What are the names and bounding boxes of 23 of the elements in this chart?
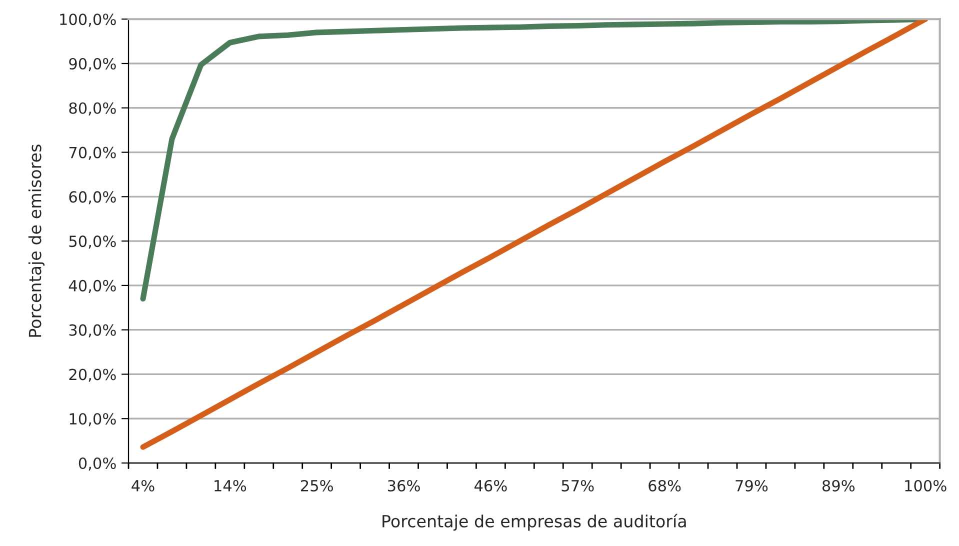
x-tick-label: 57% [562,480,594,492]
y-axis-title: Porcentaje de emisores [28,144,45,337]
x-axis-title: Porcentaje de empresas de auditoría [382,514,686,531]
x-tick-label: 100% [905,480,946,492]
y-tick-label: 0,0% [78,457,116,471]
x-tick-label: 14% [214,480,246,492]
x-tick-label: 89% [822,480,855,492]
x-tick-label: 68% [648,480,681,492]
x-tick-label: 46% [474,480,507,492]
y-tick-label: 10,0% [70,413,116,426]
y-tick-label: 20,0% [69,368,116,382]
x-tick-label: 4% [132,480,154,492]
y-tick-label: 80,0% [69,102,116,116]
y-tick-label: 100,0% [60,14,116,27]
x-tick-label: 36% [388,480,420,492]
y-tick-label: 40,0% [68,280,116,294]
y-tick-label: 70,0% [69,146,116,160]
x-tick-label: 25% [300,480,333,492]
y-tick-label: 60,0% [69,191,116,204]
x-tick-label: 79% [736,480,768,492]
y-tick-label: 50,0% [69,236,116,249]
y-tick-label: 30,0% [69,324,116,338]
y-tick-label: 90,0% [69,58,116,72]
